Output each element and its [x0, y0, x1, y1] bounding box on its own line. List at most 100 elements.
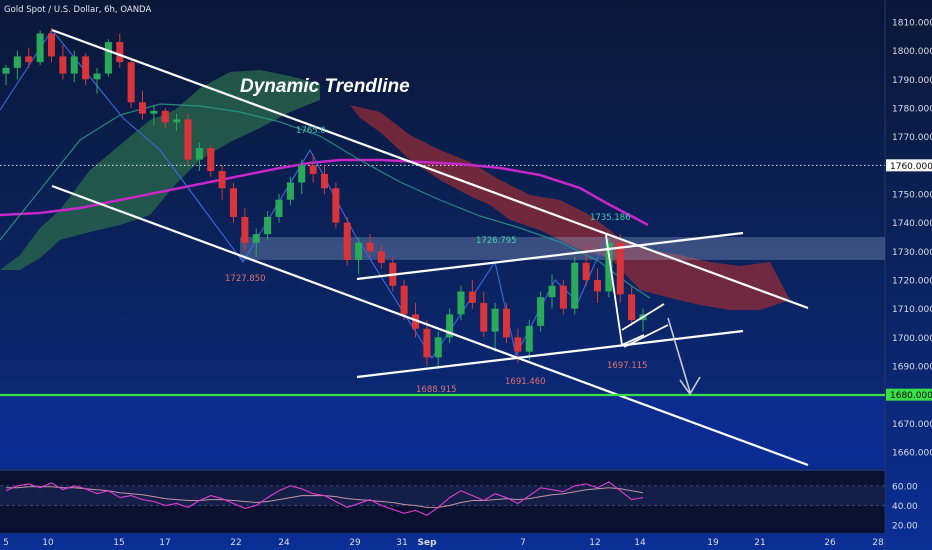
candle-body [161, 110, 169, 123]
candle-body [104, 42, 112, 74]
candle [161, 108, 169, 129]
time-axis-tick: 10 [42, 538, 54, 548]
candle-body [355, 242, 363, 260]
price-axis-tick: 1710.000 [892, 305, 932, 315]
candle [93, 67, 101, 94]
candlesticks [2, 27, 647, 369]
candle [298, 159, 306, 194]
candle-body [264, 216, 272, 235]
price-axis-tick: 1730.000 [892, 248, 932, 258]
time-axis-tick: 15 [113, 538, 124, 548]
channel-lower-line [356, 329, 744, 379]
candle-body [207, 148, 215, 172]
candle-body [320, 173, 329, 189]
candle [320, 165, 329, 194]
time-axis-tick: 26 [824, 538, 836, 548]
price-axis-tick: 1810.000 [892, 19, 932, 29]
candle [82, 53, 90, 86]
candle-body [138, 102, 147, 114]
candle-body [252, 234, 260, 243]
below-support-zone [0, 395, 885, 467]
rsi-axis-tick: 40.00 [892, 502, 918, 512]
candle-body [400, 285, 408, 315]
candle-body [423, 328, 431, 358]
candle [47, 27, 56, 63]
price-axis-marker-label: 1760.000 [890, 162, 932, 172]
candle [241, 208, 249, 252]
candle [377, 245, 385, 269]
candle-body [2, 67, 10, 74]
candle-body [298, 165, 306, 183]
candle [13, 50, 21, 80]
price-axis-tick: 1670.000 [892, 420, 932, 430]
candle-body [434, 337, 442, 358]
candle-body [82, 56, 90, 80]
price-axis-tick: 1740.000 [892, 219, 932, 229]
time-axis-tick: 22 [230, 538, 241, 548]
time-axis-tick: 7 [520, 538, 526, 548]
candle [138, 90, 147, 120]
candle-body [195, 148, 203, 160]
ichimoku-cloud [0, 70, 790, 310]
price-label: 1765.0 [296, 126, 326, 136]
resistance-band [240, 237, 885, 260]
candle [502, 302, 511, 344]
rsi-axis-tick: 60.00 [892, 482, 918, 492]
candle [366, 234, 374, 258]
lower-downtrend-line [51, 184, 809, 467]
trendlines[interactable] [0, 28, 885, 467]
price-axis-marker [886, 159, 932, 172]
ma-teal-line [0, 103, 651, 299]
time-axis-tick: 21 [754, 538, 765, 548]
candle-body [309, 165, 317, 174]
price-label: 1726.795 [476, 236, 517, 246]
price-axis-marker-label: 1680.000 [890, 391, 932, 401]
price-axis-tick: 1750.000 [892, 191, 932, 201]
projection-arrow-head [679, 376, 701, 396]
candle [104, 39, 112, 77]
candle-body [593, 280, 602, 292]
projection-leg [605, 234, 645, 347]
candle-body [275, 199, 283, 217]
candle [343, 216, 351, 266]
candle [264, 211, 272, 240]
price-label: 1727.850 [225, 274, 266, 284]
candle-body [93, 73, 101, 80]
candle [116, 33, 124, 68]
price-label: 1735.186 [590, 213, 631, 223]
candle-body [150, 110, 158, 114]
candle-body [70, 56, 78, 74]
time-axis-tick: 12 [589, 538, 600, 548]
moving-average [0, 103, 651, 299]
price-axis-tick: 1660.000 [892, 449, 932, 459]
candle [309, 153, 317, 183]
candle-body [446, 314, 454, 338]
candle [434, 331, 442, 369]
price-axis-tick: 1700.000 [892, 334, 932, 344]
candle [173, 113, 181, 131]
candle [525, 320, 533, 361]
candle [218, 165, 226, 200]
candle-body [514, 337, 522, 352]
candle [286, 176, 294, 206]
chart-header: Gold Spot / U.S. Dollar, 6h, OANDA [4, 5, 151, 15]
candle [593, 268, 602, 303]
candle [423, 320, 431, 366]
candle-body [491, 308, 499, 332]
candle-body [537, 297, 545, 326]
cloud-red-area [350, 105, 790, 310]
flag-line-upper [621, 303, 665, 331]
candle-body [13, 56, 21, 68]
candle-body [582, 262, 590, 280]
axes: 1810.000 1800.000 1790.000 1780.000 1770.000… [3, 19, 932, 548]
flag-line-lower [623, 324, 669, 348]
candle [559, 280, 567, 315]
candle-body [502, 308, 511, 338]
channel-upper-line [356, 231, 744, 281]
candle-body [47, 33, 56, 57]
candle [616, 234, 624, 303]
candle [446, 308, 454, 344]
candle-body [229, 188, 238, 217]
candle-body [548, 285, 556, 298]
